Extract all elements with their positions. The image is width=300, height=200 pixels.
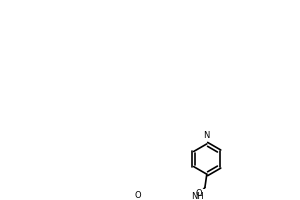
Text: O: O	[196, 189, 202, 198]
Text: O: O	[134, 191, 141, 200]
Text: NH: NH	[191, 192, 204, 200]
Text: N: N	[204, 131, 210, 140]
